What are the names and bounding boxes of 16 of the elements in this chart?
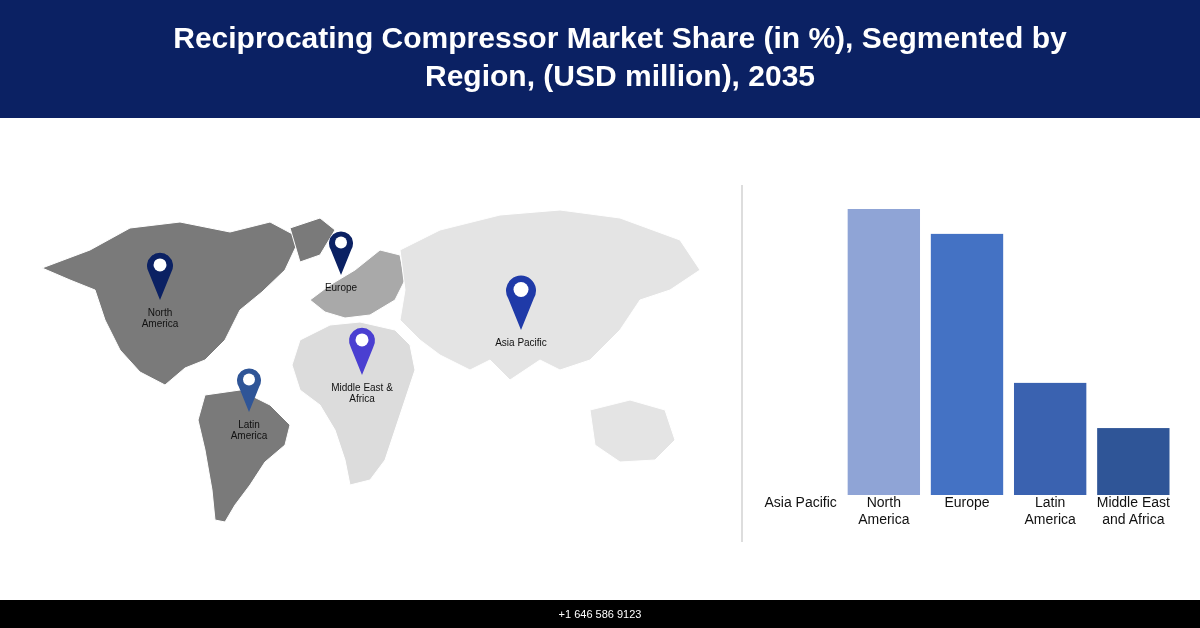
text: Middle East & Africa — [331, 382, 394, 404]
bar — [1097, 428, 1170, 495]
x-tick-label: Latin America — [1024, 494, 1077, 527]
text: Europe — [324, 282, 358, 293]
text: Asia Pacific — [495, 337, 547, 348]
x-tick-label: Middle East and Africa — [1096, 494, 1171, 527]
bar — [847, 209, 921, 495]
x-tick-label: Asia Pacific — [764, 494, 837, 510]
x-tick-label: Europe — [944, 494, 990, 510]
text: +1 646 586 9123 — [558, 608, 642, 620]
bar — [1013, 382, 1087, 495]
text: North America — [141, 307, 179, 329]
chart-title: Reciprocating Compressor Market Share (in %), Segmented by Region, (USD million), 2035 — [173, 21, 1068, 92]
bar — [930, 233, 1004, 495]
x-tick-label: North America — [858, 494, 910, 527]
text: Latin America — [230, 419, 268, 441]
